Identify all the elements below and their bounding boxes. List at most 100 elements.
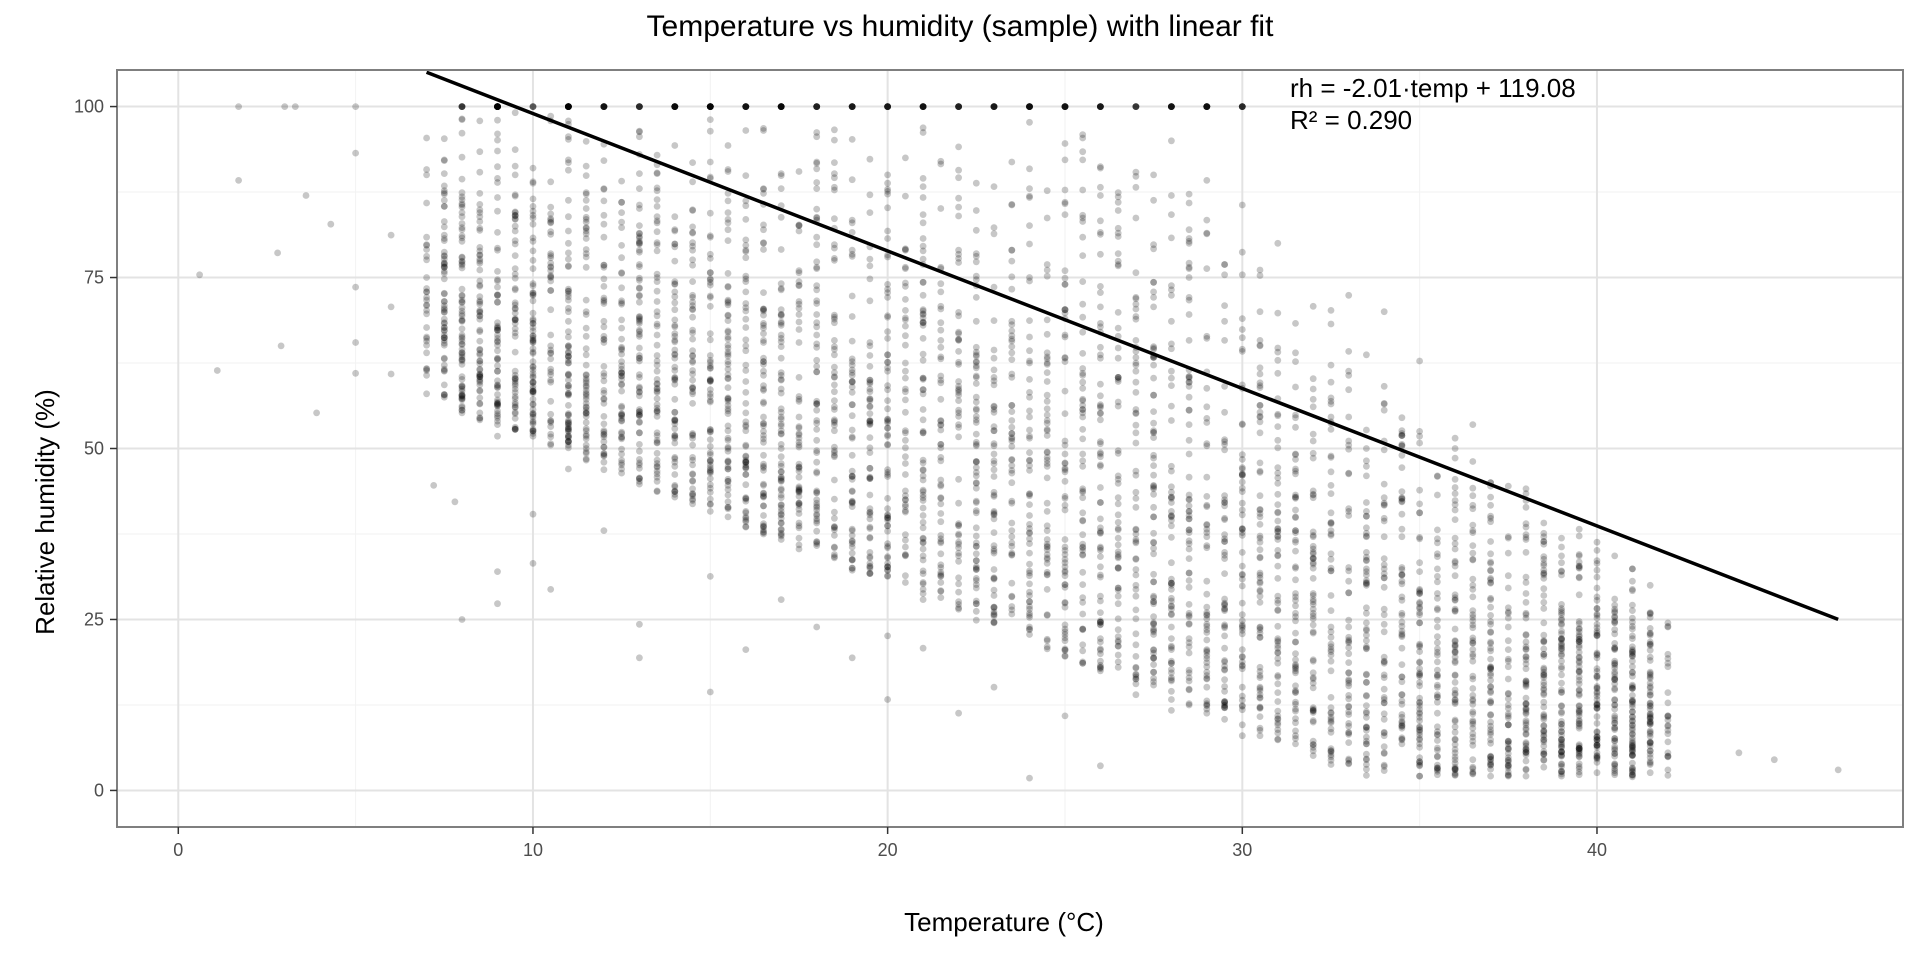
data-point bbox=[458, 189, 466, 197]
data-point bbox=[1309, 385, 1317, 393]
data-point bbox=[1558, 770, 1565, 778]
data-point bbox=[1487, 550, 1494, 558]
data-point bbox=[813, 368, 821, 376]
data-point bbox=[1380, 653, 1388, 661]
data-point bbox=[1185, 529, 1193, 536]
data-point bbox=[529, 510, 537, 518]
data-point bbox=[795, 267, 803, 275]
data-point bbox=[636, 103, 643, 110]
data-point bbox=[1558, 620, 1565, 627]
data-point bbox=[760, 246, 767, 253]
data-point bbox=[636, 475, 643, 482]
data-point bbox=[1168, 137, 1175, 145]
data-point bbox=[760, 185, 767, 193]
data-point bbox=[1132, 429, 1140, 437]
data-point bbox=[511, 192, 519, 200]
data-point bbox=[529, 103, 537, 110]
data-point bbox=[529, 320, 537, 327]
data-point bbox=[565, 133, 572, 141]
data-point bbox=[1540, 712, 1548, 720]
data-point bbox=[990, 423, 998, 430]
data-point bbox=[600, 389, 608, 397]
data-point bbox=[1593, 624, 1601, 632]
data-point bbox=[724, 407, 732, 415]
data-point bbox=[760, 520, 767, 528]
data-point bbox=[848, 401, 856, 409]
data-point bbox=[494, 381, 501, 389]
data-point bbox=[1221, 703, 1228, 711]
data-point bbox=[1522, 772, 1530, 780]
data-point bbox=[760, 127, 767, 134]
data-point bbox=[1398, 593, 1406, 601]
data-point bbox=[1043, 411, 1051, 419]
x-tick-label: 30 bbox=[1232, 840, 1252, 860]
data-point bbox=[1363, 750, 1370, 758]
data-point bbox=[1079, 397, 1087, 404]
data-point bbox=[1061, 603, 1069, 611]
data-point bbox=[795, 278, 803, 285]
data-point bbox=[1079, 350, 1087, 357]
data-point bbox=[955, 103, 962, 110]
data-point bbox=[1292, 493, 1299, 501]
data-point bbox=[1043, 353, 1051, 361]
data-point bbox=[955, 413, 962, 420]
data-point bbox=[1540, 671, 1548, 679]
data-point bbox=[476, 213, 484, 221]
data-point bbox=[919, 545, 927, 553]
data-point bbox=[1416, 726, 1423, 733]
data-point bbox=[1238, 478, 1246, 486]
data-point bbox=[1398, 414, 1406, 422]
data-point bbox=[706, 475, 714, 482]
data-point bbox=[1043, 378, 1051, 385]
data-point bbox=[1114, 633, 1122, 640]
data-point bbox=[1380, 400, 1388, 408]
data-point bbox=[1558, 748, 1565, 756]
data-point bbox=[1593, 754, 1601, 761]
data-point bbox=[1434, 771, 1441, 779]
data-point bbox=[1256, 672, 1264, 679]
data-point bbox=[671, 417, 679, 424]
data-point bbox=[1043, 540, 1051, 548]
data-point bbox=[866, 563, 874, 571]
data-point bbox=[653, 395, 661, 402]
data-point bbox=[1274, 533, 1282, 541]
data-point bbox=[1522, 740, 1530, 748]
data-point bbox=[1008, 437, 1016, 445]
data-point bbox=[813, 400, 821, 408]
data-point bbox=[742, 103, 750, 110]
data-point bbox=[1221, 317, 1228, 325]
data-point bbox=[1221, 676, 1228, 684]
data-point bbox=[990, 542, 998, 549]
data-point bbox=[565, 411, 572, 419]
data-point bbox=[1363, 692, 1370, 699]
data-point bbox=[689, 434, 696, 442]
data-point bbox=[1363, 740, 1370, 748]
data-point bbox=[1434, 672, 1441, 679]
data-point bbox=[1203, 525, 1211, 533]
data-point bbox=[582, 138, 590, 145]
data-point bbox=[848, 103, 856, 110]
data-point bbox=[1363, 512, 1370, 520]
data-point bbox=[919, 376, 927, 383]
data-point bbox=[1646, 714, 1654, 722]
data-point bbox=[1292, 358, 1299, 365]
data-point bbox=[1611, 601, 1619, 609]
data-point bbox=[884, 171, 891, 179]
data-point bbox=[494, 377, 501, 385]
data-point bbox=[1629, 745, 1636, 753]
data-point bbox=[884, 696, 891, 703]
data-point bbox=[1043, 261, 1051, 268]
data-point bbox=[1309, 707, 1317, 714]
data-point bbox=[1611, 714, 1619, 722]
data-point bbox=[529, 358, 537, 365]
data-point bbox=[1558, 748, 1565, 755]
data-point bbox=[618, 198, 625, 206]
data-point bbox=[458, 257, 466, 265]
data-point bbox=[1575, 562, 1583, 570]
data-point bbox=[1150, 578, 1157, 586]
data-point bbox=[919, 124, 927, 132]
data-point bbox=[458, 392, 466, 400]
data-point bbox=[689, 454, 696, 461]
data-point bbox=[565, 156, 572, 164]
data-point bbox=[777, 170, 785, 178]
